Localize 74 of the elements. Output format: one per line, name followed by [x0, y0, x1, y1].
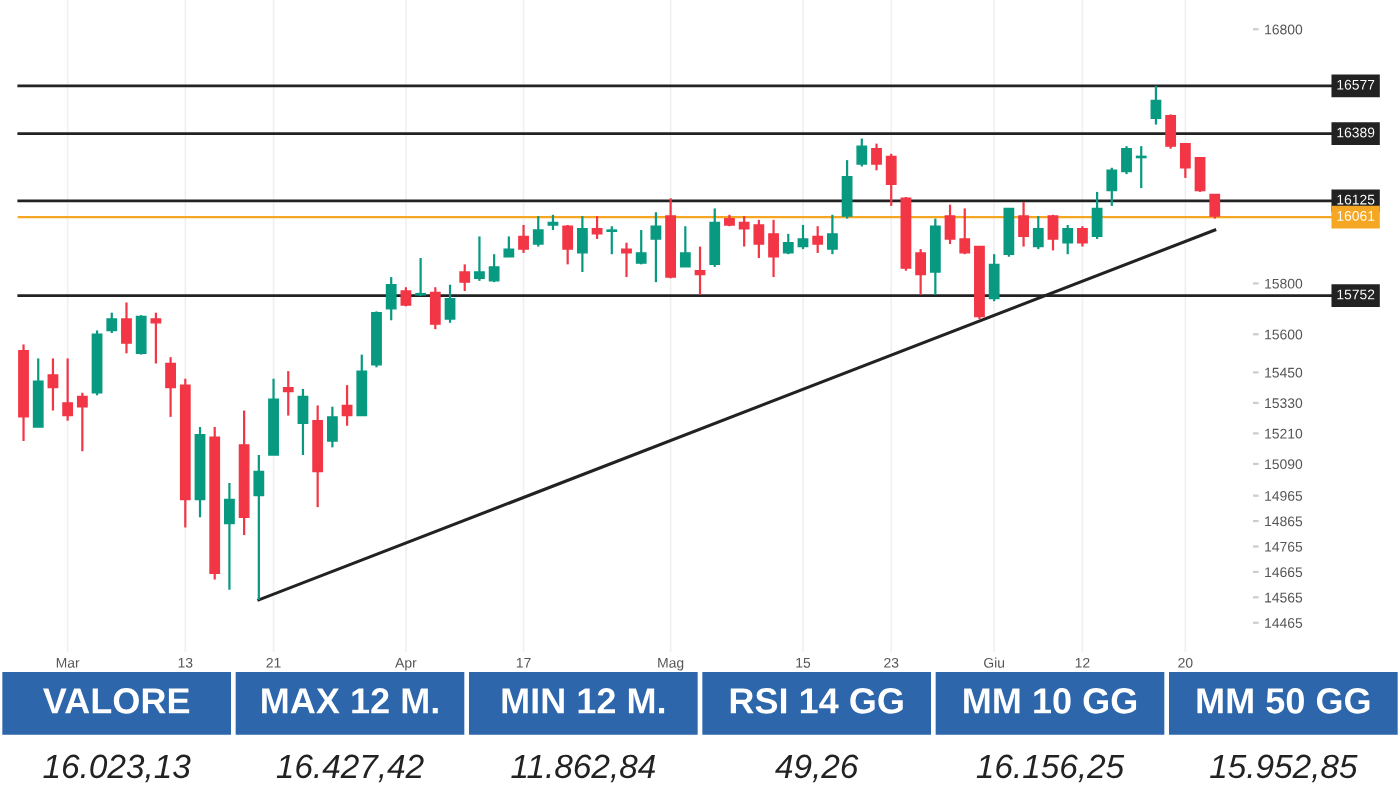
category-label: MM 50 GG — [1197, 688, 1370, 714]
candlestick — [1165, 113, 1177, 150]
candlestick — [841, 159, 853, 220]
candlestick — [356, 353, 368, 417]
candlestick — [253, 453, 265, 601]
candlestick — [650, 211, 662, 284]
candlestick — [165, 356, 176, 418]
candlestick — [1121, 145, 1132, 176]
text: 49,26 — [775, 754, 859, 783]
candlestick — [1077, 225, 1088, 248]
candlestick — [150, 311, 162, 365]
candlestick — [694, 245, 706, 296]
candlestick — [415, 256, 427, 298]
candlestick — [1018, 200, 1029, 248]
candlestick — [1150, 84, 1162, 126]
text: 11.862,84 — [511, 754, 656, 783]
candlestick — [224, 481, 235, 591]
candlestick — [635, 228, 647, 266]
candlestick — [532, 214, 544, 248]
candlestick — [474, 235, 485, 282]
candlestick — [621, 241, 632, 279]
candlestick — [488, 253, 500, 284]
candlestick — [385, 275, 397, 322]
candlestick — [518, 223, 529, 255]
text: 16.156,25 — [976, 754, 1125, 783]
candlestick — [885, 152, 897, 207]
candlestick — [326, 405, 338, 449]
candlestick — [606, 225, 618, 256]
candlestick — [826, 213, 838, 256]
category-label: MIN 12 M. — [502, 688, 665, 714]
candlestick — [1062, 223, 1074, 256]
candlestick — [929, 217, 941, 296]
candlestick — [459, 263, 471, 293]
category-label: MAX 12 M. — [262, 688, 438, 714]
candlestick — [944, 203, 956, 246]
candlestick — [32, 357, 44, 429]
category-label: RSI 14 GG — [730, 688, 903, 714]
candlestick — [768, 218, 779, 279]
category-label: VALORE — [43, 688, 190, 714]
candlestick — [1003, 207, 1015, 258]
candlestick — [1106, 166, 1118, 207]
candlestick — [503, 235, 515, 258]
text: 16.023,13 — [43, 754, 191, 783]
candlestick — [871, 142, 882, 172]
candlestick — [576, 214, 588, 274]
candlestick — [679, 225, 691, 269]
candlestick — [1032, 214, 1044, 251]
candlestick — [1047, 213, 1059, 252]
candlestick — [282, 370, 294, 417]
candlestick — [1091, 190, 1103, 241]
candlestick — [62, 357, 74, 422]
candlestick — [812, 225, 824, 255]
candlestick — [297, 387, 309, 457]
candlestick — [709, 207, 721, 269]
candlestick — [1209, 193, 1221, 220]
candlestick — [1194, 156, 1206, 194]
candlestick — [135, 314, 147, 356]
candlestick — [591, 214, 603, 241]
candlestick — [429, 286, 441, 331]
candlestick — [1179, 142, 1191, 180]
candlestick — [856, 137, 868, 168]
text: 16.427,42 — [276, 754, 424, 783]
candlestick — [959, 207, 971, 256]
candlestick — [106, 311, 118, 335]
category-label: MM 10 GG — [964, 688, 1137, 714]
candlestick — [444, 283, 456, 324]
candlestick — [988, 253, 1000, 303]
text: 15.952,85 — [1210, 754, 1358, 783]
candlestick — [562, 223, 574, 266]
candlestick — [47, 357, 59, 412]
candlestick — [121, 301, 132, 355]
candlestick — [797, 223, 809, 251]
candlestick — [915, 248, 927, 296]
candlestick — [76, 391, 88, 453]
